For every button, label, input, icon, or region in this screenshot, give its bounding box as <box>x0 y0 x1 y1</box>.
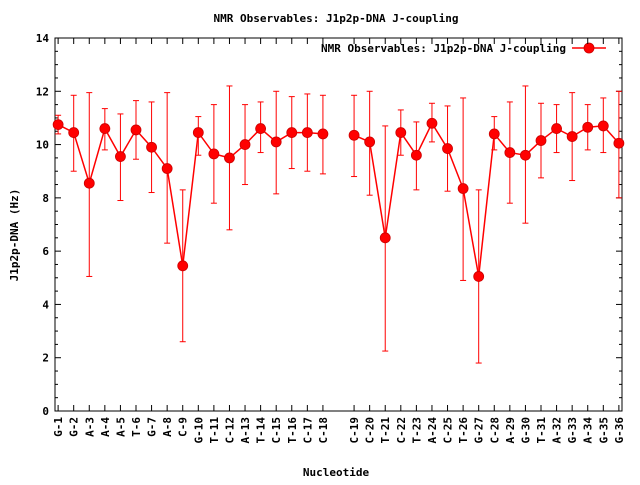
data-point <box>270 136 282 148</box>
x-tick-label: T-23 <box>410 417 423 444</box>
data-point <box>348 129 360 141</box>
legend-label: NMR Observables: J1p2p-DNA J-coupling <box>321 42 566 55</box>
x-tick-label: G-7 <box>146 417 159 437</box>
data-point <box>317 128 329 140</box>
x-tick-label: A-29 <box>504 417 517 444</box>
data-point <box>488 128 500 140</box>
x-tick-label: A-34 <box>582 417 595 444</box>
data-point <box>613 137 625 149</box>
x-tick-label: G-10 <box>192 417 205 444</box>
legend-marker <box>583 42 595 54</box>
data-point <box>146 141 157 153</box>
x-tick-label: A-32 <box>551 417 564 444</box>
data-point <box>379 232 391 244</box>
x-tick-label: C-15 <box>270 417 283 444</box>
x-tick-label: A-5 <box>114 417 127 437</box>
data-point <box>177 260 189 272</box>
legend: NMR Observables: J1p2p-DNA J-coupling <box>321 42 606 55</box>
data-point <box>52 119 64 130</box>
y-tick-label: 14 <box>36 32 50 45</box>
data-point <box>457 183 469 194</box>
x-tick-label: C-22 <box>395 417 408 444</box>
x-tick-label: C-18 <box>317 417 330 444</box>
x-tick-label: C-25 <box>442 417 455 444</box>
data-point <box>426 117 438 129</box>
data-point <box>535 135 547 146</box>
x-tick-label: G-33 <box>566 417 579 444</box>
data-point <box>504 147 516 158</box>
x-tick-label: T-6 <box>130 417 143 437</box>
x-tick-label: G-30 <box>519 417 532 444</box>
x-tick-label: A-4 <box>99 417 112 437</box>
x-tick-label: T-31 <box>535 417 548 444</box>
data-point <box>192 127 204 138</box>
x-tick-label: T-21 <box>379 417 392 444</box>
series-line <box>353 121 620 277</box>
data-point <box>208 148 220 160</box>
x-tick-label: C-20 <box>364 417 377 444</box>
data-point <box>255 123 267 134</box>
y-tick-label: 4 <box>42 298 49 311</box>
x-tick-label: A-13 <box>239 417 252 444</box>
y-tick-label: 0 <box>42 405 49 418</box>
data-point <box>68 127 80 138</box>
data-point <box>410 149 422 161</box>
data-point <box>582 121 594 133</box>
x-tick-label: C-17 <box>301 417 314 444</box>
data-point <box>130 124 142 136</box>
data-point <box>161 163 173 174</box>
x-tick-label: G-2 <box>68 417 81 437</box>
data-point <box>597 120 609 132</box>
x-tick-label: A-24 <box>426 417 439 444</box>
data-point <box>286 127 298 138</box>
series-line <box>57 123 323 266</box>
chart-title: NMR Observables: J1p2p-DNA J-coupling <box>213 12 458 25</box>
x-tick-label: C-28 <box>488 417 501 444</box>
y-tick-label: 12 <box>36 85 49 98</box>
x-tick-label: C-12 <box>223 417 236 444</box>
x-tick-label: G-27 <box>473 417 486 444</box>
data-point <box>83 177 95 189</box>
y-tick-label: 10 <box>36 139 49 152</box>
x-tick-label: C-19 <box>348 417 361 444</box>
y-tick-label: 2 <box>42 352 49 365</box>
data-point <box>364 136 376 148</box>
x-tick-label: T-14 <box>255 417 268 444</box>
plot-frame <box>54 37 623 412</box>
y-tick-label: 8 <box>42 192 49 205</box>
data-point <box>224 152 235 164</box>
x-tick-label: T-26 <box>457 417 470 444</box>
data-point <box>395 127 407 138</box>
data-point <box>239 139 251 150</box>
x-axis-label: Nucleotide <box>303 466 370 479</box>
data-point <box>115 151 126 162</box>
y-tick-label: 6 <box>42 245 49 258</box>
x-tick-label: T-16 <box>286 417 299 444</box>
x-tick-label: G-35 <box>597 417 610 444</box>
y-axis-label: J1p2p-DNA (Hz) <box>8 189 21 282</box>
x-tick-label: A-3 <box>83 417 96 437</box>
x-tick-label: G-1 <box>52 417 65 437</box>
data-point <box>473 271 485 282</box>
data-point <box>520 149 531 161</box>
x-tick-label: A-8 <box>161 417 174 437</box>
data-point <box>442 143 453 154</box>
data-point <box>301 127 313 138</box>
data-point <box>551 123 562 134</box>
data-point <box>99 123 111 134</box>
x-tick-label: G-36 <box>613 417 626 444</box>
x-tick-label: T-11 <box>208 417 221 444</box>
x-tick-label: C-9 <box>177 417 190 437</box>
data-point <box>566 131 578 142</box>
